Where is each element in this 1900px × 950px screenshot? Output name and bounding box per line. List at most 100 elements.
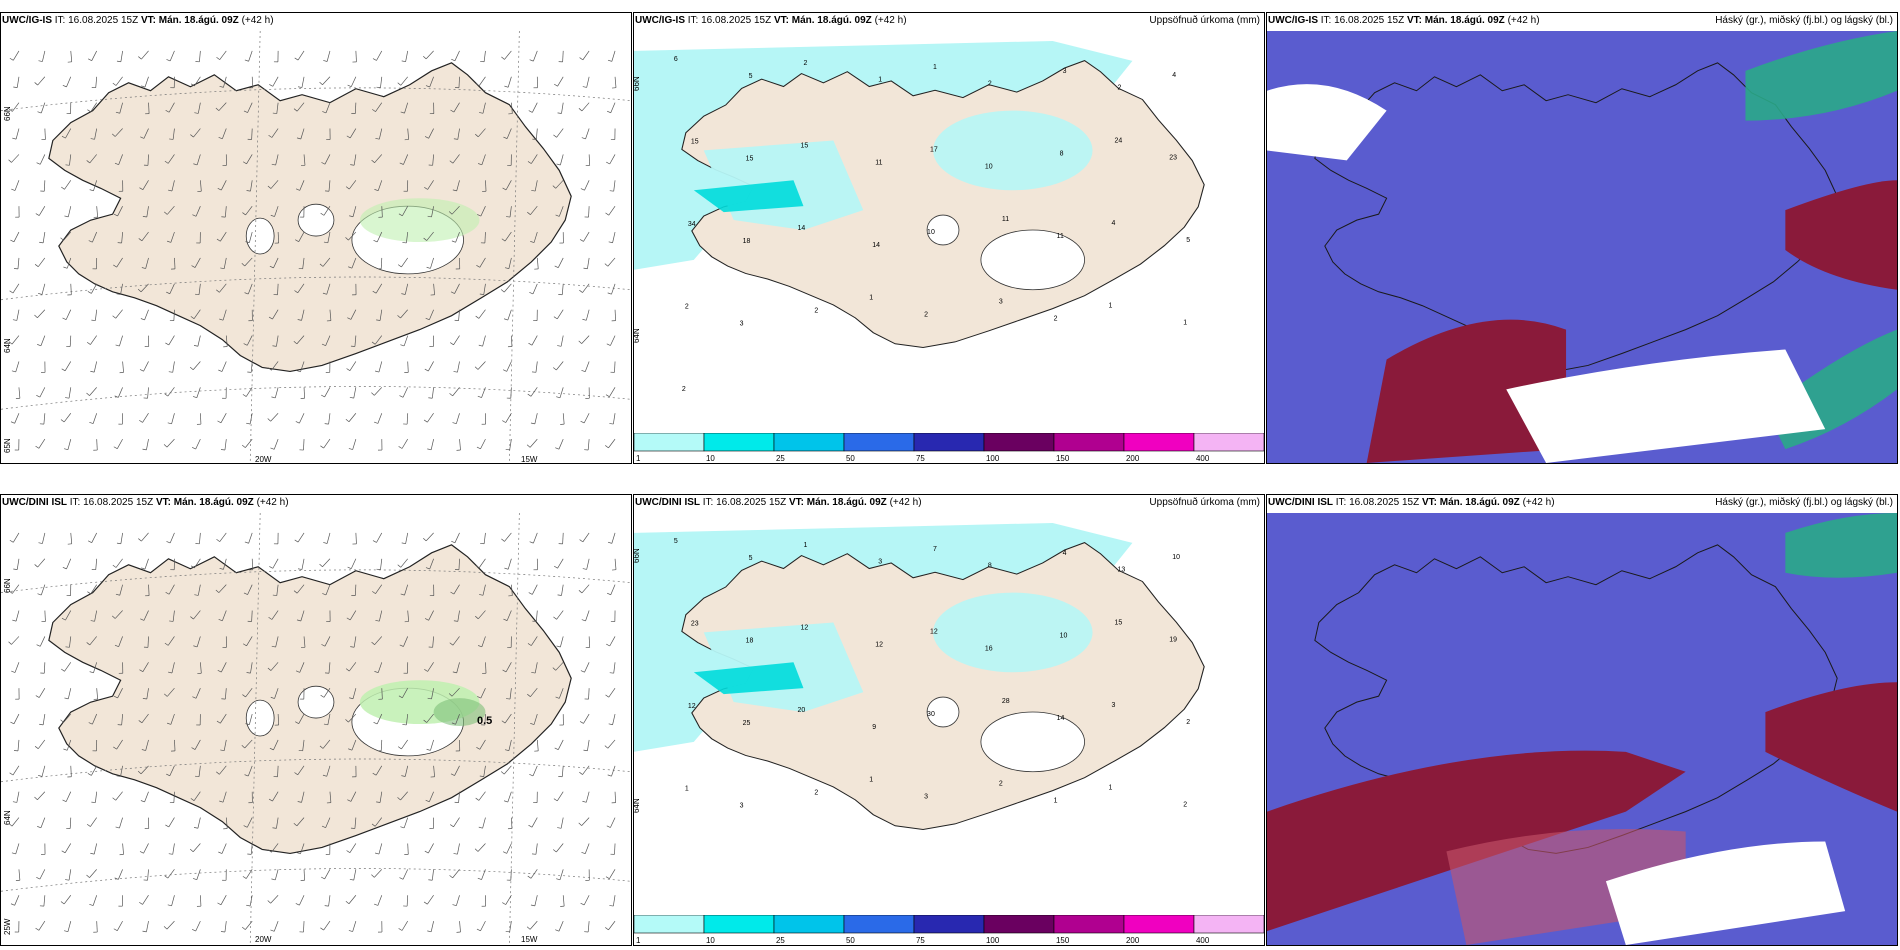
wind-barb [375, 584, 383, 594]
wind-barb-flag [90, 620, 95, 622]
cloud-map [1267, 513, 1897, 945]
wind-barb-flag [604, 745, 609, 749]
wind-barb [582, 50, 590, 61]
wind-barb [610, 584, 616, 595]
wind-barb [406, 413, 409, 425]
wind-barb [557, 739, 564, 750]
wind-barb-flag [345, 418, 350, 423]
wind-barb-flag [242, 394, 247, 397]
panel-title: UWC/IG-IS IT: 16.08.2025 15Z VT: Mán. 18… [2, 15, 274, 26]
wind-barb [403, 154, 409, 165]
graticule-lat [1, 87, 631, 111]
wind-barb [251, 610, 253, 622]
wind-barb-flag [373, 239, 378, 243]
wind-barb-flag [244, 292, 249, 295]
wind-barb-flag [477, 877, 482, 880]
wind-barb [454, 50, 460, 61]
wind-barb [224, 921, 227, 933]
wind-barb [12, 765, 20, 776]
wind-barb [141, 532, 149, 542]
wind-barb [38, 206, 46, 216]
wind-barb [93, 361, 98, 373]
wind-barb-flag [113, 928, 118, 931]
wind-barb-flag [554, 747, 559, 751]
wind-barb [374, 335, 383, 345]
lon-label: 20W [255, 455, 272, 464]
wind-barb [426, 713, 434, 723]
wind-barb [277, 232, 280, 244]
wind-barb-flag [605, 876, 610, 880]
precip-value-label: 14 [872, 242, 880, 249]
wind-barb-flag [139, 187, 144, 190]
wind-barb [91, 50, 98, 61]
wind-barb [614, 309, 616, 321]
wind-barb-flag [475, 133, 479, 138]
wind-barb-flag [140, 136, 145, 139]
wind-barb [354, 584, 357, 596]
wind-barb [428, 361, 434, 372]
wind-barb-flag [8, 823, 13, 827]
wind-barb [244, 739, 253, 749]
wind-barb [406, 895, 409, 907]
wind-barb [378, 610, 383, 622]
panel-variable-title: Háský (gr.), miðský (fj.bl.) og lágský (… [1715, 497, 1893, 508]
wind-barb [452, 154, 460, 164]
wind-barb [433, 283, 435, 295]
colorbar-swatch [1193, 433, 1264, 452]
wind-barb-flag [348, 266, 353, 269]
wind-barb [608, 438, 616, 449]
wind-barb-flag [271, 645, 276, 648]
wind-barb [171, 180, 175, 192]
wind-barb-flag [452, 422, 457, 425]
wind-barb-flag [61, 135, 66, 139]
precip-value-label: 1 [1108, 303, 1112, 310]
wind-barb-flag [90, 370, 95, 373]
wind-barb-flag [215, 107, 220, 111]
wind-barb-flag [64, 697, 69, 700]
wind-barb [355, 50, 357, 62]
colorbar-tick-label: 1 [636, 454, 641, 463]
wind-barb-flag [216, 771, 220, 775]
wind-barb-flag [166, 291, 170, 295]
wind-barb [454, 765, 460, 776]
wind-barb [250, 662, 253, 674]
wind-barb-flag [579, 289, 583, 293]
wind-barb [453, 335, 460, 345]
wind-barb [353, 636, 357, 648]
wind-map [1, 513, 631, 945]
wind-barb-flag [502, 669, 507, 673]
wind-barb [454, 283, 460, 294]
wind-barb-flag [271, 163, 276, 166]
wind-barb [478, 791, 486, 801]
wind-barb-flag [398, 446, 403, 449]
wind-barb [556, 128, 564, 138]
wind-barb-flag [111, 133, 116, 137]
wind-barb-flag [371, 641, 375, 645]
wind-barb [119, 335, 123, 347]
wind-barb [588, 206, 590, 218]
wind-barb [89, 154, 97, 164]
wind-barb-flag [374, 903, 378, 906]
wind-barb-flag [243, 825, 248, 828]
precip-value-label: 15 [800, 142, 808, 149]
wind-barb-flag [90, 852, 95, 855]
wind-barb-flag [9, 539, 14, 543]
wind-barb-flag [605, 394, 610, 398]
wind-barb-flag [38, 293, 43, 295]
wind-barb [456, 895, 460, 906]
wind-barb [323, 205, 331, 216]
wind-value-label: 0.5 [477, 715, 493, 727]
wind-barb [322, 558, 331, 568]
wind-barb [92, 413, 98, 424]
wind-barb [43, 895, 46, 907]
wind-barb [611, 283, 616, 295]
wind-barb [456, 662, 460, 673]
wind-barb-flag [139, 669, 144, 672]
wind-barb-flag [348, 748, 353, 751]
wind-barb-flag [526, 926, 531, 930]
wind-barb [429, 791, 434, 802]
wind-barb [92, 713, 98, 725]
precip-area-north [933, 110, 1093, 191]
wind-barb-flag [138, 720, 143, 724]
wind-barb-flag [60, 237, 64, 241]
